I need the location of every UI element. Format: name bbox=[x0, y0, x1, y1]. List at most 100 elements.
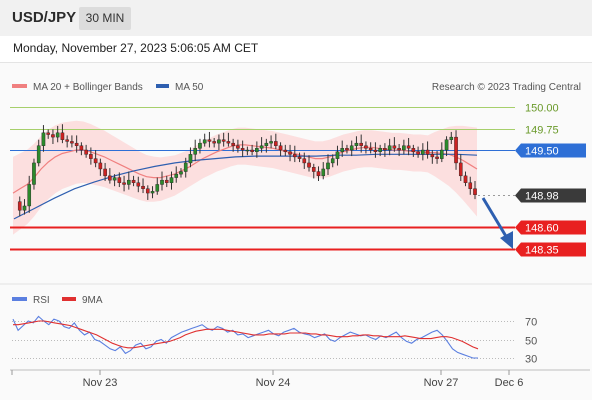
candle-body bbox=[468, 182, 473, 189]
ma50-line bbox=[13, 153, 478, 220]
forecast-arrow bbox=[481, 197, 513, 249]
rsi-ma-line bbox=[13, 320, 479, 350]
candle-body bbox=[32, 162, 36, 185]
candle-body bbox=[41, 132, 46, 146]
candle-body bbox=[150, 191, 155, 194]
candle-body bbox=[60, 132, 65, 140]
bollinger-band-layer bbox=[13, 120, 477, 235]
candle-body bbox=[108, 175, 112, 181]
candle-body bbox=[84, 149, 88, 155]
candle-body bbox=[164, 179, 169, 183]
candle-body bbox=[264, 142, 269, 146]
candle-body bbox=[364, 145, 368, 149]
rsi-line bbox=[12, 315, 478, 359]
candle-body bbox=[440, 149, 444, 159]
price-level-label: 148.35 bbox=[525, 245, 559, 257]
candle-body bbox=[217, 139, 221, 144]
credit-label: Research © 2023 Trading Central bbox=[432, 82, 581, 93]
price-level-tag bbox=[515, 220, 586, 235]
candle-body bbox=[155, 184, 160, 192]
candle-body bbox=[98, 162, 103, 170]
candle-body bbox=[425, 149, 430, 155]
candles bbox=[17, 124, 477, 217]
candle-body bbox=[458, 162, 463, 177]
candle-body bbox=[188, 154, 193, 164]
candle-body bbox=[231, 142, 235, 146]
price-level-label: 148.60 bbox=[525, 223, 559, 235]
timeframe-button[interactable]: 30 MIN bbox=[79, 7, 131, 30]
bollinger-band bbox=[13, 120, 477, 235]
candle-body bbox=[22, 205, 27, 211]
top-bar: USD/JPY 30 MIN bbox=[0, 0, 592, 36]
candle-body bbox=[250, 149, 254, 152]
candle-body bbox=[383, 148, 387, 151]
candle-body bbox=[70, 141, 74, 144]
candle-body bbox=[136, 182, 141, 187]
candle-body bbox=[292, 154, 297, 158]
candle-body bbox=[207, 139, 212, 142]
candle-body bbox=[473, 188, 477, 195]
candle-body bbox=[330, 158, 335, 164]
price-level-tag bbox=[515, 143, 586, 158]
candle-body bbox=[259, 145, 264, 149]
candle-body bbox=[430, 154, 435, 158]
rsi-ma-legend-label: 9MA bbox=[82, 295, 103, 306]
candle-body bbox=[283, 149, 288, 152]
candle-body bbox=[236, 145, 240, 149]
candle-body bbox=[221, 139, 226, 142]
candle-body bbox=[36, 145, 41, 164]
candle-body bbox=[421, 149, 425, 155]
datetime-label: Monday, November 27, 2023 5:06:05 AM CET bbox=[13, 41, 259, 55]
candle-body bbox=[444, 139, 449, 151]
candle-body bbox=[354, 142, 359, 146]
candle-body bbox=[288, 151, 292, 155]
candle-body bbox=[345, 148, 349, 151]
rsi-legend-label: RSI bbox=[33, 295, 50, 306]
candle-body bbox=[316, 171, 321, 177]
ma20-legend-label: MA 20 + Bollinger Bands bbox=[33, 82, 143, 93]
candle-body bbox=[179, 171, 183, 175]
candle-body bbox=[145, 188, 150, 194]
rsi-legend-swatch bbox=[12, 297, 27, 301]
x-axis-ticks: Nov 23 Nov 24 Nov 27 Dec 6 bbox=[11, 370, 524, 389]
candle-body bbox=[454, 136, 458, 164]
candle-body bbox=[255, 148, 259, 152]
candle-body bbox=[93, 158, 98, 164]
candle-body bbox=[449, 136, 454, 140]
rsi-ma-legend-swatch bbox=[62, 297, 76, 301]
candle-body bbox=[307, 162, 311, 168]
candle-body bbox=[51, 134, 55, 138]
candle-body bbox=[406, 145, 411, 149]
price-level-tag bbox=[515, 242, 586, 257]
candle-body bbox=[131, 179, 136, 183]
candle-body bbox=[103, 168, 107, 177]
x-tick-label: Dec 6 bbox=[495, 377, 524, 389]
candle-body bbox=[416, 151, 420, 155]
candle-body bbox=[411, 148, 416, 152]
price-level-label: 150.00 bbox=[525, 103, 559, 115]
forecast-arrow-shaft bbox=[481, 197, 509, 239]
candle-body bbox=[335, 151, 340, 159]
price-level-label: 148.98 bbox=[525, 191, 559, 203]
rsi-scale-label: 50 bbox=[525, 336, 537, 348]
candle-body bbox=[245, 149, 250, 152]
candle-body bbox=[387, 145, 392, 151]
candle-body bbox=[297, 156, 302, 159]
candle-body bbox=[27, 184, 32, 207]
candle-body bbox=[463, 175, 468, 183]
price-level-tag bbox=[515, 188, 586, 203]
candle-body bbox=[65, 139, 69, 142]
rsi-panel: 30 50 70 bbox=[12, 315, 537, 366]
candle-body bbox=[311, 167, 316, 172]
candle-body bbox=[212, 141, 216, 144]
candle-body bbox=[160, 179, 164, 185]
x-tick-label: Nov 23 bbox=[83, 377, 118, 389]
candle-body bbox=[141, 185, 145, 189]
forecast-arrow-head bbox=[500, 231, 513, 249]
candle-body bbox=[127, 179, 131, 185]
candle-body bbox=[169, 177, 174, 183]
ma50-legend-swatch bbox=[156, 84, 169, 88]
rsi-scale-label: 70 bbox=[525, 317, 537, 329]
ma20-legend-swatch bbox=[12, 84, 27, 88]
